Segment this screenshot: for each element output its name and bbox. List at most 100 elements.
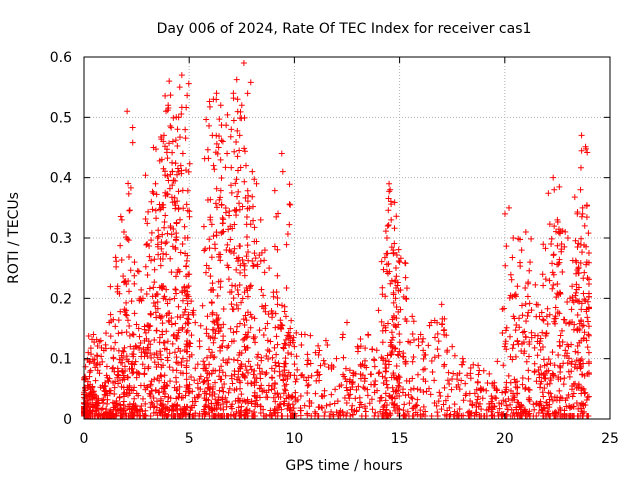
data-point-cloud <box>141 326 148 333</box>
data-point-cloud <box>554 219 561 226</box>
data-point-cloud <box>209 280 216 287</box>
data-point-cloud <box>129 124 136 131</box>
data-point-cloud <box>534 332 541 339</box>
data-point-cloud <box>96 411 103 418</box>
data-point-cloud <box>522 301 529 308</box>
data-point-cloud <box>542 245 549 252</box>
data-point-cloud <box>307 332 314 339</box>
data-point-cloud <box>544 321 551 328</box>
data-point-cloud <box>244 293 251 300</box>
data-point-cloud <box>203 262 210 269</box>
data-point-cloud <box>459 361 466 368</box>
data-point-cloud <box>283 285 290 292</box>
data-point-cloud <box>578 235 585 242</box>
data-point-cloud <box>298 342 305 349</box>
data-point-cloud <box>233 376 240 383</box>
data-point-cloud <box>502 388 509 395</box>
data-point-cloud <box>229 380 236 387</box>
data-point-cloud <box>117 242 124 249</box>
data-point-cloud <box>151 403 158 410</box>
data-point-cloud <box>126 390 133 397</box>
data-point-cloud <box>112 339 119 346</box>
data-point-cloud <box>327 412 334 419</box>
data-point-cloud <box>232 180 239 187</box>
data-point-cloud <box>241 266 248 273</box>
data-point-cloud <box>228 164 235 171</box>
data-point-cloud <box>145 327 152 334</box>
data-point-cloud <box>125 278 132 285</box>
data-point-cloud <box>392 278 399 285</box>
data-point-cloud <box>128 298 135 305</box>
data-point-cloud <box>545 190 552 197</box>
data-point-cloud <box>387 280 394 287</box>
data-point-cloud <box>421 352 428 359</box>
data-point-cloud <box>580 334 587 341</box>
data-point-cloud <box>391 374 398 381</box>
data-point-cloud <box>392 407 399 414</box>
data-point-cloud <box>305 374 312 381</box>
data-point-cloud <box>160 165 167 172</box>
data-point-cloud <box>189 404 196 411</box>
data-point-cloud <box>84 356 91 363</box>
data-point-cloud <box>170 403 177 410</box>
data-point-cloud <box>556 183 563 190</box>
data-point-cloud <box>209 334 216 341</box>
data-point-cloud <box>151 266 158 273</box>
data-point-cloud <box>212 200 219 207</box>
data-point <box>243 162 250 169</box>
data-point-cloud <box>277 324 284 331</box>
data-point-cloud <box>206 98 213 105</box>
data-point-cloud <box>352 370 359 377</box>
data-point-cloud <box>565 355 572 362</box>
data-point-cloud <box>276 404 283 411</box>
data-point-cloud <box>512 293 519 300</box>
data-point-cloud <box>144 220 151 227</box>
data-point-cloud <box>182 126 189 133</box>
data-point <box>120 228 127 235</box>
data-point-cloud <box>567 295 574 302</box>
data-point-cloud <box>328 391 335 398</box>
data-point-cloud <box>152 387 159 394</box>
data-point-cloud <box>531 406 538 413</box>
data-point-cloud <box>391 199 398 206</box>
data-point-cloud <box>321 361 328 368</box>
y-tick-label: 0.4 <box>50 171 72 187</box>
data-point-cloud <box>219 369 226 376</box>
data-point-cloud <box>153 350 160 357</box>
data-point-cloud <box>249 257 256 264</box>
data-point-cloud <box>559 269 566 276</box>
data-point-cloud <box>369 346 376 353</box>
data-point-cloud <box>176 216 183 223</box>
data-point-cloud <box>230 356 237 363</box>
data-point-cloud <box>543 368 550 375</box>
data-point-cloud <box>512 327 519 334</box>
data-point-cloud <box>164 190 171 197</box>
data-point-cloud <box>502 262 509 269</box>
data-point-cloud <box>395 352 402 359</box>
data-point-cloud <box>121 363 128 370</box>
data-point <box>160 132 167 139</box>
data-point-cloud <box>251 315 258 322</box>
data-point <box>333 355 340 362</box>
data-point-cloud <box>408 394 415 401</box>
data-point-cloud <box>223 247 230 254</box>
data-point-cloud <box>206 346 213 353</box>
data-point-cloud <box>540 241 547 248</box>
data-point-cloud <box>157 134 164 141</box>
data-point-cloud <box>334 398 341 405</box>
data-point-cloud <box>284 332 291 339</box>
data-point-cloud <box>402 260 409 267</box>
data-point-cloud <box>407 386 414 393</box>
data-point-cloud <box>119 354 126 361</box>
data-point-cloud <box>410 336 417 343</box>
data-point-cloud <box>294 366 301 373</box>
data-point-cloud <box>261 257 268 264</box>
data-point-cloud <box>543 399 550 406</box>
data-point-cloud <box>157 255 164 262</box>
data-point-cloud <box>562 228 569 235</box>
data-point-cloud <box>578 213 585 220</box>
data-point-cloud <box>213 132 220 139</box>
data-point-cloud <box>415 342 422 349</box>
data-point-cloud <box>540 317 547 324</box>
data-point-cloud <box>259 303 266 310</box>
